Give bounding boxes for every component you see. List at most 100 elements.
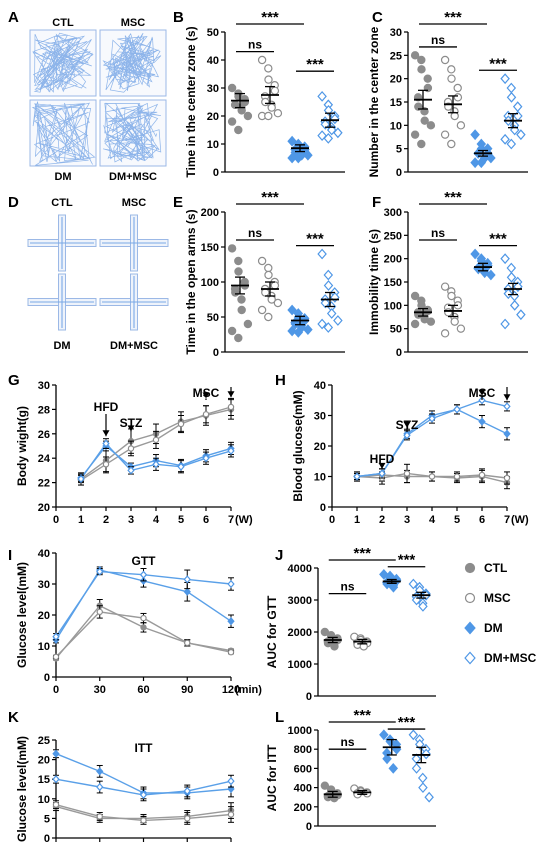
- data-point: [184, 639, 191, 647]
- data-point: [440, 329, 450, 338]
- data-point: [513, 110, 523, 122]
- x-tick-label: 2: [379, 514, 385, 526]
- chart-title: GTT: [132, 554, 157, 568]
- y-tick-label: 30: [314, 411, 326, 423]
- data-point: [52, 632, 60, 641]
- label-msc: MSC: [122, 197, 147, 209]
- data-point: [234, 333, 243, 343]
- data-point: [410, 319, 420, 329]
- y-tick-label: 0: [213, 347, 219, 359]
- x-axis-unit: (W): [235, 514, 253, 526]
- data-point: [127, 445, 135, 452]
- data-point: [420, 116, 429, 125]
- data-point: [264, 64, 273, 73]
- y-tick-label: 10: [38, 794, 50, 806]
- data-point: [264, 111, 273, 121]
- data-point: [440, 130, 450, 139]
- data-point: [293, 152, 304, 164]
- data-point: [513, 281, 523, 293]
- data-point: [323, 322, 334, 333]
- data-point: [243, 111, 253, 121]
- data-point: [428, 414, 436, 423]
- data-point: [320, 118, 331, 130]
- significance-label: ***: [444, 189, 462, 206]
- data-point: [417, 65, 426, 74]
- data-point: [303, 149, 313, 161]
- y-tick-label: 15: [390, 97, 402, 109]
- annotation-label: MSC: [469, 386, 496, 400]
- data-point: [227, 446, 235, 456]
- data-point: [320, 781, 330, 790]
- data-point: [227, 117, 237, 126]
- data-point: [287, 304, 297, 316]
- data-point: [444, 308, 453, 317]
- y-tick-label: 20: [390, 74, 402, 86]
- significance-label: ***: [398, 714, 416, 731]
- x-tick-label: 4: [429, 514, 436, 526]
- x-tick-label: 0: [53, 514, 59, 526]
- panel-letter-f: F: [372, 194, 381, 211]
- data-point: [237, 305, 246, 315]
- y-tick-label: 200: [201, 207, 219, 219]
- y-tick-label: 250: [384, 230, 402, 242]
- y-tick-label: 1000: [288, 725, 312, 737]
- y-axis-label: AUC for GTT: [265, 595, 279, 668]
- data-point: [421, 748, 431, 760]
- label-dm-msc: DM+MSC: [110, 340, 158, 352]
- data-point: [227, 777, 235, 786]
- panel-letter-c: C: [372, 9, 383, 26]
- data-point: [323, 104, 334, 116]
- y-tick-label: 2000: [288, 627, 312, 639]
- label-dm-msc: DM+MSC: [109, 171, 157, 183]
- data-point: [257, 55, 267, 65]
- data-point: [177, 420, 185, 428]
- y-axis-label: Glucose level(mM): [15, 736, 29, 842]
- y-tick-label: 25: [390, 50, 402, 62]
- track-path: [31, 101, 96, 166]
- data-point: [139, 570, 148, 579]
- arrow-head: [102, 430, 110, 437]
- y-tick-label: 10: [38, 641, 50, 653]
- data-point: [428, 473, 436, 480]
- y-tick-label: 5: [396, 144, 402, 156]
- data-point: [506, 138, 517, 150]
- data-point: [52, 801, 60, 808]
- legend-marker: [464, 592, 476, 604]
- y-tick-label: 200: [384, 254, 402, 266]
- data-point: [440, 282, 450, 291]
- data-point: [453, 405, 461, 414]
- legend-label: DM: [484, 621, 503, 635]
- arena-box: [29, 29, 97, 97]
- data-point: [509, 299, 520, 311]
- data-point: [303, 324, 313, 336]
- data-point: [96, 767, 104, 776]
- y-tick-label: 15: [38, 774, 50, 786]
- y-tick-label: 3000: [288, 595, 312, 607]
- data-point: [440, 55, 450, 65]
- y-tick-label: 200: [294, 802, 312, 814]
- data-point: [330, 793, 339, 803]
- data-point: [323, 132, 334, 144]
- data-point: [486, 152, 496, 164]
- data-point: [403, 431, 411, 440]
- y-tick-label: 100: [384, 300, 402, 312]
- annotation-label: HFD: [94, 400, 119, 414]
- chart-g: 20 22 24 26 28 30 0 1 2 3 4 5 6 7 (W) Body wight(g) HFDS…: [15, 380, 253, 526]
- y-tick-label: 600: [294, 763, 312, 775]
- data-point: [127, 466, 135, 475]
- data-point: [234, 267, 243, 276]
- y-tick-label: 20: [38, 755, 50, 767]
- y-tick-label: 150: [201, 242, 219, 254]
- data-point: [456, 121, 466, 130]
- y-tick-label: 50: [207, 312, 219, 324]
- x-tick-label: 0: [329, 514, 335, 526]
- data-point: [317, 248, 327, 260]
- data-point: [424, 791, 434, 803]
- data-point: [202, 454, 210, 463]
- y-tick-label: 20: [314, 441, 326, 453]
- y-tick-label: 30: [38, 579, 50, 591]
- data-point: [52, 653, 60, 661]
- data-point: [506, 271, 517, 283]
